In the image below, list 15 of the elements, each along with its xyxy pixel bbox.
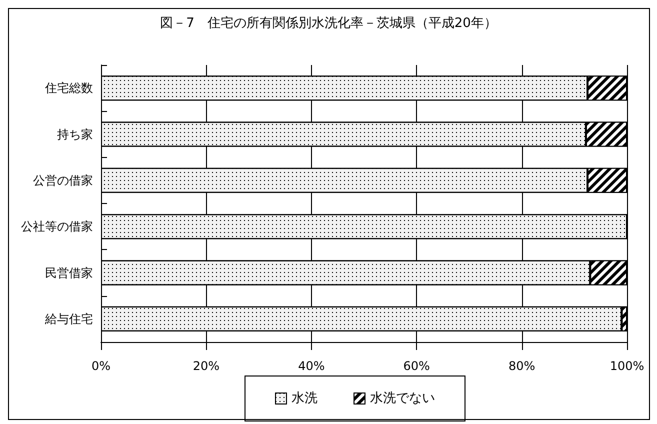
- x-tick-label: 0%: [91, 359, 111, 373]
- x-tick-label: 100%: [610, 359, 644, 373]
- y-tick-label: 持ち家: [57, 127, 93, 142]
- legend-label: 水洗: [292, 391, 318, 406]
- y-tick-label: 公社等の借家: [21, 220, 93, 234]
- chart-title: 図－7 住宅の所有関係別水洗化率－茨城県（平成20年）: [160, 15, 497, 31]
- x-tick-label: 60%: [403, 359, 430, 373]
- legend-label: 水洗でない: [370, 391, 435, 406]
- y-tick-label: 公営の借家: [33, 173, 93, 188]
- x-tick-label: 80%: [508, 359, 536, 373]
- x-tick-label: 40%: [298, 359, 325, 373]
- y-tick-label: 民営借家: [45, 266, 93, 280]
- x-tick-label: 20%: [192, 359, 220, 373]
- y-tick-label: 住宅総数: [44, 81, 93, 96]
- y-tick-label: 給与住宅: [44, 312, 93, 326]
